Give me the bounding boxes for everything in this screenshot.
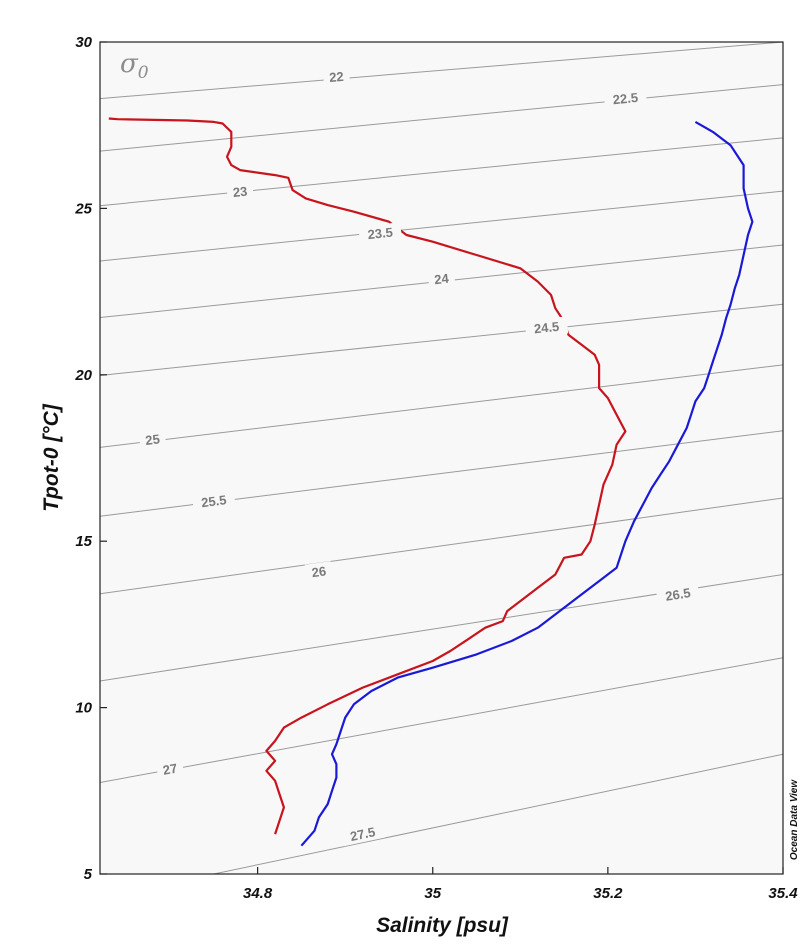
isopycnal-line xyxy=(100,497,783,595)
isopycnal-label-group: 24.5 xyxy=(524,316,569,338)
isopycnal-label: 27 xyxy=(162,760,179,777)
isopycnal-label-bg xyxy=(340,820,385,847)
isopycnal-label-group: 24 xyxy=(427,268,456,289)
isopycnal-label: 27.5 xyxy=(349,824,377,844)
y-axis-title: Tpot-0 [°C] xyxy=(40,403,63,512)
isopycnal-label-group: 22 xyxy=(322,66,351,86)
x-tick-label: 35.2 xyxy=(593,885,623,902)
x-tick-label: 35 xyxy=(424,885,441,902)
x-axis-title: Salinity [psu] xyxy=(376,914,509,937)
isopycnal-label-bg xyxy=(524,316,569,338)
y-tick-label: 20 xyxy=(74,367,92,384)
plot-background xyxy=(100,42,783,874)
isopycnal-label-bg xyxy=(603,87,648,109)
isopycnal-label-bg xyxy=(191,489,236,512)
isopycnal-line xyxy=(100,84,783,152)
isopycnal-label-bg xyxy=(358,222,402,244)
isopycnal-line xyxy=(100,190,783,262)
ocean-data-view-credit: Ocean Data View xyxy=(789,779,800,860)
isopycnal-line xyxy=(100,364,783,448)
isopycnal-label-group: 25 xyxy=(138,429,167,450)
y-tick-label: 15 xyxy=(75,533,92,550)
isopycnal-label-group: 25.5 xyxy=(191,489,236,512)
isopycnal-label: 26 xyxy=(311,563,327,580)
isopycnal-label: 25 xyxy=(144,431,160,448)
isopycnal-label: 23.5 xyxy=(367,225,394,242)
isopycnal-label: 25.5 xyxy=(200,492,227,510)
isopycnal-label-group: 23 xyxy=(226,181,254,202)
isopycnal-label-bg xyxy=(427,268,456,289)
isopycnal-label-bg xyxy=(226,181,254,202)
isopycnal-line xyxy=(100,42,783,100)
isopycnal-label: 24.5 xyxy=(533,319,560,337)
y-tick-label: 25 xyxy=(74,200,92,217)
profile-lines xyxy=(108,117,754,847)
isopycnal-label-bg xyxy=(322,66,351,86)
isopycnal-label-bg xyxy=(155,757,185,780)
isopycnal-label-bg xyxy=(138,429,167,450)
sigma-letter: σ xyxy=(120,49,139,79)
isopycnal-label-group: 27.5 xyxy=(340,820,385,847)
isopycnal-label-group: 23.5 xyxy=(358,222,402,244)
isopycnal-line xyxy=(213,753,783,874)
y-tick-label: 10 xyxy=(75,700,92,717)
profile-series-line-2 xyxy=(300,120,754,847)
isopycnal-label: 24 xyxy=(434,271,451,288)
isopycnal-label: 22 xyxy=(329,69,345,85)
isopycnal-line xyxy=(100,137,783,207)
isopycnal-labels: 22 22.5 23 23.5 24 24.5 25 25.5 26 26.5 27 27.5 xyxy=(138,66,700,847)
isopycnal-label-group: 27 xyxy=(155,757,185,780)
isopycnal-label-group: 26.5 xyxy=(655,582,700,606)
y-tick-label: 5 xyxy=(84,866,93,883)
isopycnal-line xyxy=(100,657,783,783)
x-tick-label: 34.8 xyxy=(243,885,273,902)
isopycnal-label-group: 22.5 xyxy=(603,87,648,109)
plot-frame xyxy=(99,41,784,875)
axis-ticks: 34.8 35 35.2 35.4 5 10 15 20 25 30 xyxy=(74,34,798,902)
isopycnal-label: 26.5 xyxy=(664,585,691,604)
sigma-symbol: σ0 xyxy=(120,49,149,83)
sigma-subscript: 0 xyxy=(138,63,149,83)
y-tick-label: 30 xyxy=(75,34,92,51)
x-tick-label: 35.4 xyxy=(768,885,798,902)
isopycnal-label-bg xyxy=(304,561,333,582)
isopycnal-label-bg xyxy=(655,582,700,606)
profile-series-line-1 xyxy=(108,117,627,835)
isopycnal-label-group: 26 xyxy=(304,561,333,582)
isopycnal-line xyxy=(100,303,783,376)
isopycnal-label: 23 xyxy=(232,184,248,200)
isopycnal-label: 22.5 xyxy=(612,90,639,107)
